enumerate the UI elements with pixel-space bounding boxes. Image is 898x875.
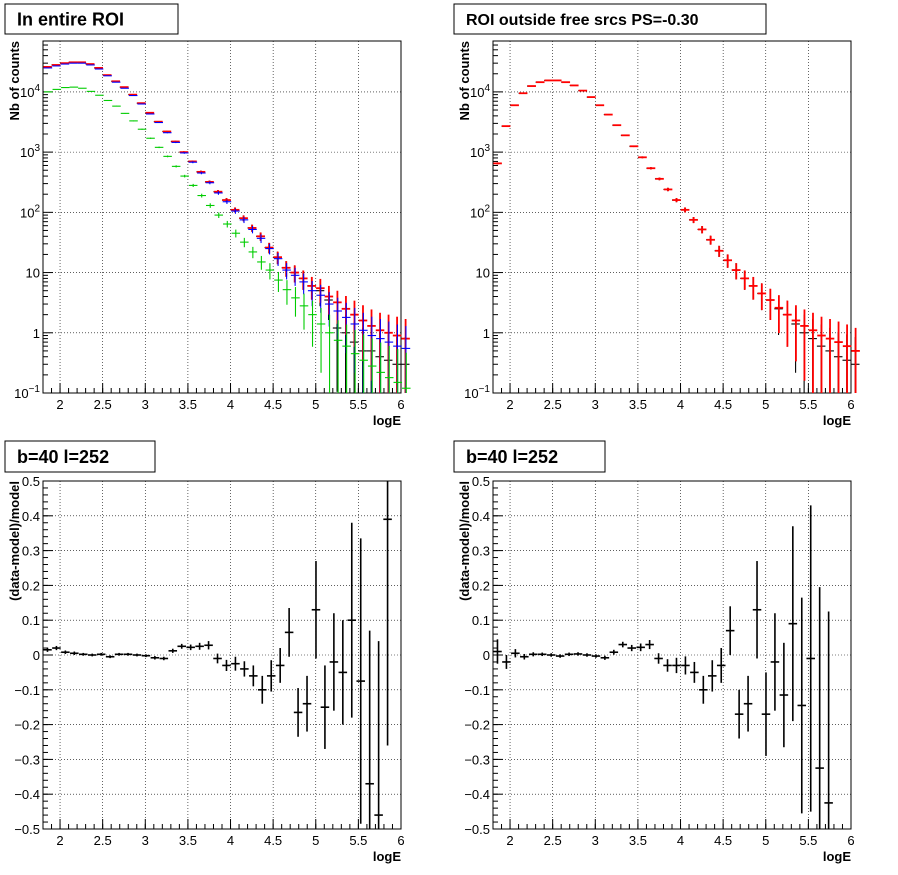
x-tick-label: 4 xyxy=(227,397,234,412)
y-tick-label: 0.1 xyxy=(22,613,40,628)
x-tick-label: 5 xyxy=(762,833,769,848)
y-tick-label: 104 xyxy=(470,83,490,100)
y-tick-label: −0.3 xyxy=(14,752,40,767)
x-axis-label: logE xyxy=(823,413,851,428)
title-box xyxy=(4,440,156,473)
y-tick-label: −0.1 xyxy=(464,683,490,698)
y-tick-label: 102 xyxy=(470,203,490,220)
y-tick-label: 102 xyxy=(20,203,40,220)
y-tick-label: −0.2 xyxy=(14,718,40,733)
x-tick-label: 4 xyxy=(677,833,684,848)
y-tick-label: 0 xyxy=(483,648,490,663)
y-tick-label: 10 xyxy=(476,266,490,281)
x-tick-label: 2.5 xyxy=(94,833,112,848)
y-tick-label: 0.5 xyxy=(472,474,490,489)
y-tick-label: 0.3 xyxy=(472,544,490,559)
chart-title: b=40 l=252 xyxy=(17,447,109,467)
y-tick-label: 0.2 xyxy=(22,578,40,593)
title-box xyxy=(453,3,767,35)
x-tick-label: 3 xyxy=(142,833,149,848)
y-tick-label: 0.4 xyxy=(22,509,40,524)
x-tick-label: 6 xyxy=(397,397,404,412)
y-tick-label: 103 xyxy=(470,143,490,160)
x-tick-label: 5.5 xyxy=(799,833,817,848)
y-tick-label: 103 xyxy=(20,143,40,160)
y-axis-label: (data-model)/model xyxy=(457,481,472,601)
x-tick-label: 3.5 xyxy=(629,397,647,412)
y-axis-label: Nb of counts xyxy=(457,41,472,120)
x-tick-label: 4.5 xyxy=(714,397,732,412)
x-tick-label: 2 xyxy=(56,397,63,412)
x-tick-label: 2.5 xyxy=(94,397,112,412)
x-axis-label: logE xyxy=(373,413,401,428)
x-tick-label: 4.5 xyxy=(264,833,282,848)
y-tick-label: 0 xyxy=(33,648,40,663)
x-tick-label: 6 xyxy=(397,833,404,848)
plot-frame xyxy=(492,40,852,394)
y-tick-label: 10 xyxy=(26,266,40,281)
y-axis-label: (data-model)/model xyxy=(7,481,22,601)
x-tick-label: 5.5 xyxy=(349,397,367,412)
x-tick-label: 3.5 xyxy=(179,397,197,412)
y-tick-label: 0.3 xyxy=(22,544,40,559)
y-tick-label: −0.2 xyxy=(464,718,490,733)
plot-frame xyxy=(42,480,402,830)
y-tick-label: 10−1 xyxy=(14,384,40,401)
x-tick-label: 3.5 xyxy=(629,833,647,848)
x-tick-label: 2 xyxy=(56,833,63,848)
x-tick-label: 4 xyxy=(227,833,234,848)
y-tick-label: 0.1 xyxy=(472,613,490,628)
x-tick-label: 3 xyxy=(592,397,599,412)
x-tick-label: 2.5 xyxy=(544,397,562,412)
x-tick-label: 4.5 xyxy=(714,833,732,848)
x-tick-label: 3 xyxy=(592,833,599,848)
x-tick-label: 3.5 xyxy=(179,833,197,848)
y-tick-label: −0.5 xyxy=(464,822,490,837)
plot-frame xyxy=(42,40,402,394)
title-box xyxy=(453,440,606,473)
y-tick-label: −0.1 xyxy=(14,683,40,698)
x-tick-label: 2.5 xyxy=(544,833,562,848)
y-tick-label: 104 xyxy=(20,83,40,100)
x-tick-label: 5.5 xyxy=(349,833,367,848)
y-tick-label: 10−1 xyxy=(464,384,490,401)
chart-title: In entire ROI xyxy=(17,9,124,29)
x-tick-label: 3 xyxy=(142,397,149,412)
x-tick-label: 4 xyxy=(677,397,684,412)
x-tick-label: 5.5 xyxy=(799,397,817,412)
title-box xyxy=(4,3,179,35)
x-tick-label: 2 xyxy=(506,397,513,412)
x-tick-label: 4.5 xyxy=(264,397,282,412)
x-tick-label: 6 xyxy=(847,833,854,848)
x-tick-label: 6 xyxy=(847,397,854,412)
chart-title: ROI outside free srcs PS=-0.30 xyxy=(466,12,699,29)
y-tick-label: −0.3 xyxy=(464,752,490,767)
y-tick-label: −0.5 xyxy=(14,822,40,837)
x-tick-label: 2 xyxy=(506,833,513,848)
x-tick-label: 5 xyxy=(312,833,319,848)
plot-frame xyxy=(492,480,852,830)
x-tick-label: 5 xyxy=(312,397,319,412)
y-tick-label: 0.2 xyxy=(472,578,490,593)
y-axis-label: Nb of counts xyxy=(7,41,22,120)
y-tick-label: −0.4 xyxy=(14,787,40,802)
chart-panel-4: 2 2.5 3 3.5 4 4.5 5 5.5 6 −0.5 −0.4 −0.3 −0.2 −0.1 0 0.… xyxy=(453,440,855,864)
chart-panel-1: 2 2.5 3 3.5 4 4.5 5 5.5 6 10−1 1 10 102 103 104 logE Nb … xyxy=(4,3,411,428)
chart-title: b=40 l=252 xyxy=(466,447,558,467)
y-tick-label: 0.5 xyxy=(22,474,40,489)
y-tick-label: 0.4 xyxy=(472,509,490,524)
y-tick-label: 1 xyxy=(483,326,490,341)
y-tick-label: 1 xyxy=(33,326,40,341)
x-axis-label: logE xyxy=(823,849,851,864)
chart-panel-3: 2 2.5 3 3.5 4 4.5 5 5.5 6 −0.5 −0.4 −0.3 −0.2 −0.1 0 0.… xyxy=(4,440,405,864)
chart-panel-2: 2 2.5 3 3.5 4 4.5 5 5.5 6 10−1 1 10 102 103 104 logE Nb … xyxy=(453,3,860,428)
y-tick-label: −0.4 xyxy=(464,787,490,802)
x-tick-label: 5 xyxy=(762,397,769,412)
x-axis-label: logE xyxy=(373,849,401,864)
